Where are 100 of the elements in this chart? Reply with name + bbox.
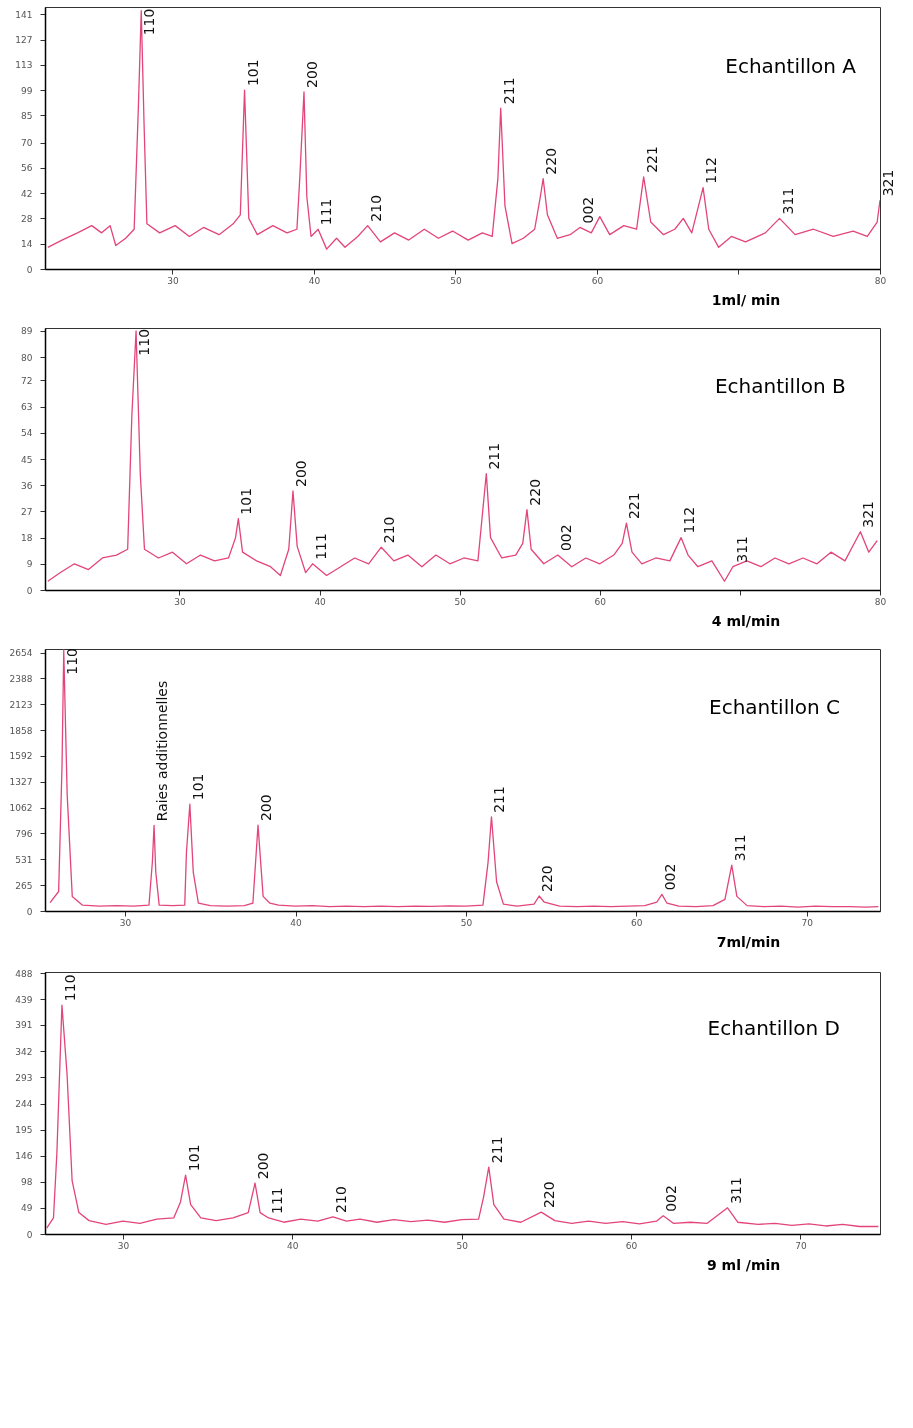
annotation: 111 — [312, 533, 329, 560]
text: Echantillon D — [707, 1016, 840, 1041]
y-tick-label: 80 — [21, 352, 33, 363]
y-tick-label: 293 — [15, 1072, 33, 1083]
annotation: 002 — [663, 1185, 680, 1212]
annotation: 110 — [141, 8, 158, 36]
x-axis-title: 1ml/ min — [711, 291, 781, 308]
x-tick-label: 30 — [117, 1240, 130, 1251]
annotation: 220 — [526, 478, 543, 506]
y-tick-label: 99 — [21, 85, 33, 96]
annotation: 220 — [541, 1181, 558, 1209]
y-tick-label: 146 — [15, 1151, 33, 1162]
x-axis-title: 7ml/min — [716, 933, 781, 950]
annotation: 311 — [779, 187, 796, 215]
x-tick-label: 40 — [290, 917, 302, 928]
annotation: 221 — [626, 492, 643, 520]
y-tick-label: 531 — [15, 854, 33, 865]
x-tick-label: 30 — [167, 275, 179, 286]
annotation: 200 — [303, 61, 320, 88]
y-tick-label: 2123 — [9, 699, 33, 710]
y-tick-label: 244 — [15, 1099, 33, 1110]
y-tick-label: 72 — [21, 375, 33, 386]
y-tick-label: 27 — [21, 506, 33, 517]
y-tick-label: 439 — [15, 994, 33, 1005]
y-tick-label: 85 — [21, 110, 33, 121]
annotation: 002 — [557, 524, 574, 552]
x-tick-label: 40 — [287, 1240, 299, 1251]
y-tick-label: 56 — [21, 163, 33, 174]
annotation: 101 — [189, 773, 206, 801]
annotation: 200 — [255, 1152, 272, 1180]
annotation: Raies additionnelles — [154, 680, 171, 822]
y-tick-label: 70 — [21, 138, 33, 149]
y-tick-label: 1327 — [9, 777, 33, 788]
y-tick-label: 0 — [26, 585, 33, 596]
y-tick-label: 0 — [26, 906, 33, 917]
annotation: 311 — [727, 1177, 744, 1204]
line-series — [47, 9, 880, 250]
line-series — [47, 330, 878, 582]
annotation: 101 — [244, 59, 261, 87]
annotation: 321 — [880, 169, 896, 197]
x-tick-label: 60 — [591, 275, 604, 286]
x-tick-label: 40 — [308, 275, 321, 286]
annotation: 101 — [238, 487, 255, 515]
x-tick-label: 50 — [450, 275, 462, 286]
annotation: 211 — [486, 442, 503, 470]
y-tick-label: 1858 — [9, 725, 33, 736]
annotation: 110 — [63, 647, 80, 675]
y-tick-label: 127 — [15, 35, 33, 46]
y-tick-label: 36 — [21, 480, 33, 491]
x-tick-label: 50 — [460, 917, 473, 928]
annotation: 111 — [318, 198, 335, 226]
x-tick-label: 80 — [874, 275, 887, 286]
x-tick-label: 50 — [456, 1240, 469, 1251]
annotation: 311 — [734, 535, 751, 563]
annotation: 221 — [643, 146, 660, 173]
text: Echantillon A — [725, 54, 857, 78]
y-tick-label: 45 — [21, 454, 33, 465]
x-tick-label: 40 — [314, 596, 327, 607]
annotation: 110 — [61, 974, 78, 1002]
x-axis-title: 4 ml/min — [711, 612, 781, 629]
annotation: 211 — [500, 77, 517, 105]
annotation: 220 — [539, 865, 556, 892]
x-tick-label: 50 — [454, 596, 467, 607]
annotation: 002 — [661, 863, 678, 891]
y-tick-label: 9 — [26, 559, 33, 570]
y-tick-label: 89 — [21, 326, 33, 337]
y-tick-label: 1592 — [9, 751, 33, 762]
annotation: 210 — [381, 516, 398, 544]
annotation: 101 — [185, 1144, 202, 1172]
y-tick-label: 14 — [21, 239, 33, 250]
text: Echantillon C — [709, 694, 840, 719]
y-tick-label: 391 — [15, 1020, 33, 1031]
y-tick-label: 2654 — [9, 648, 33, 659]
annotation: 311 — [731, 834, 748, 862]
x-tick-label: 60 — [625, 1240, 638, 1251]
x-tick-label: 60 — [594, 596, 607, 607]
y-tick-label: 113 — [15, 60, 33, 71]
y-tick-label: 18 — [21, 533, 33, 544]
annotation: 111 — [268, 1187, 285, 1214]
y-tick-label: 265 — [15, 880, 33, 891]
y-tick-label: 63 — [21, 402, 33, 413]
y-tick-label: 2388 — [9, 673, 33, 684]
x-axis-title: 9 ml /min — [706, 1256, 781, 1273]
y-tick-label: 49 — [21, 1203, 33, 1214]
annotation: 220 — [543, 147, 560, 175]
annotation: 002 — [579, 196, 596, 224]
annotation: 211 — [488, 1136, 505, 1164]
y-tick-label: 141 — [15, 9, 33, 20]
line-series — [46, 1004, 879, 1229]
y-tick-label: 28 — [21, 213, 33, 224]
y-tick-label: 42 — [21, 188, 33, 199]
y-tick-label: 54 — [21, 428, 33, 439]
annotation: 112 — [681, 506, 698, 534]
y-tick-label: 342 — [15, 1046, 33, 1057]
annotation: 110 — [136, 328, 153, 356]
line-series — [49, 649, 879, 908]
x-tick-label: 70 — [795, 1240, 807, 1251]
y-tick-label: 488 — [15, 968, 33, 979]
text: Echantillon B — [714, 373, 846, 398]
annotation: 210 — [332, 1186, 349, 1213]
